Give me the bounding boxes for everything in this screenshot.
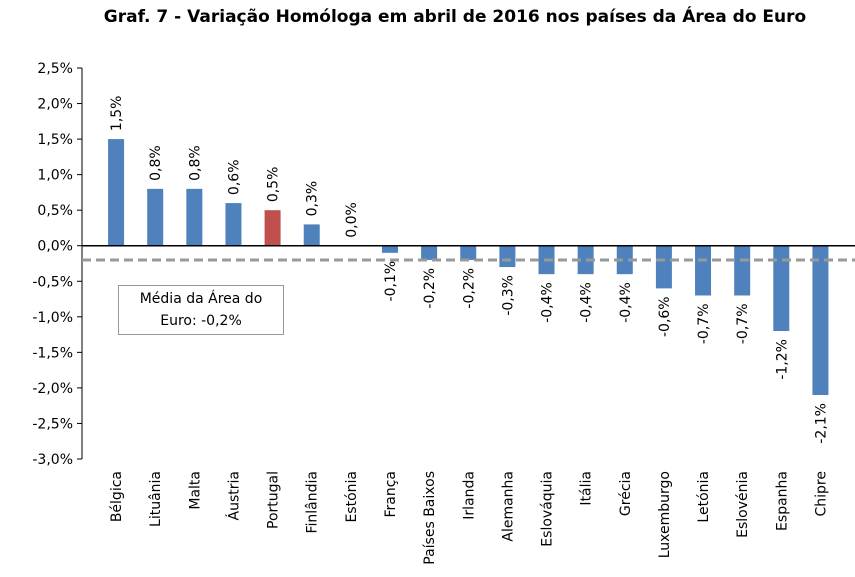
bar bbox=[303, 224, 320, 246]
x-tick-label: Países Baixos bbox=[422, 471, 438, 565]
x-tick-label: Malta bbox=[187, 471, 203, 510]
value-label: 0,0% bbox=[344, 202, 360, 238]
y-tick-label: -1,0% bbox=[32, 310, 73, 326]
y-tick-label: -1,5% bbox=[32, 345, 73, 361]
x-tick-label: Chipre bbox=[813, 471, 829, 517]
value-label: -1,2% bbox=[774, 339, 790, 380]
value-label: -0,3% bbox=[500, 275, 516, 316]
bar bbox=[734, 245, 751, 296]
bar bbox=[695, 245, 712, 296]
value-label: -0,7% bbox=[735, 303, 751, 344]
y-tick-label: -0,5% bbox=[32, 274, 73, 290]
x-tick-label: França bbox=[383, 471, 399, 518]
bar bbox=[225, 203, 242, 246]
x-tick-label: Portugal bbox=[266, 471, 282, 529]
reference-label: Média da Área do Euro: -0,2% bbox=[118, 285, 284, 335]
value-label: -0,4% bbox=[618, 282, 634, 323]
y-tick-label: -3,0% bbox=[32, 452, 73, 468]
chart-title: Graf. 7 - Variação Homóloga em abril de … bbox=[103, 7, 807, 27]
bar bbox=[147, 188, 164, 246]
y-tick-label: 1,0% bbox=[37, 168, 73, 184]
bar bbox=[264, 210, 281, 246]
value-label: 0,5% bbox=[266, 167, 282, 203]
value-label: 0,3% bbox=[305, 181, 321, 217]
x-tick-label: Áustria bbox=[225, 471, 242, 520]
x-tick-label: Estónia bbox=[344, 471, 360, 523]
x-tick-label: Lituânia bbox=[148, 471, 164, 527]
value-label: -0,2% bbox=[461, 268, 477, 309]
bar bbox=[499, 245, 516, 268]
value-label: -0,2% bbox=[422, 268, 438, 309]
y-tick-label: 1,5% bbox=[37, 132, 73, 148]
y-tick-label: 2,5% bbox=[37, 61, 73, 77]
x-tick-label: Grécia bbox=[618, 471, 634, 516]
bar bbox=[108, 139, 125, 246]
y-tick-label: -2,5% bbox=[32, 416, 73, 432]
x-tick-label: Espanha bbox=[774, 471, 790, 531]
bar bbox=[773, 245, 790, 332]
x-tick-label: Eslováquia bbox=[540, 471, 556, 547]
y-tick-label: 2,0% bbox=[37, 97, 73, 113]
y-tick-label: 0,0% bbox=[37, 239, 73, 255]
value-label: 0,6% bbox=[226, 159, 242, 195]
value-label: -0,4% bbox=[579, 282, 595, 323]
x-tick-label: Luxemburgo bbox=[657, 471, 673, 558]
y-tick-label: 0,5% bbox=[37, 203, 73, 219]
bar bbox=[616, 245, 633, 275]
y-tick-label: -2,0% bbox=[32, 381, 73, 397]
x-tick-label: Letónia bbox=[696, 471, 712, 523]
bar bbox=[381, 245, 398, 253]
value-label: 1,5% bbox=[109, 96, 125, 132]
bar bbox=[577, 245, 594, 275]
value-label: 0,8% bbox=[148, 145, 164, 181]
x-tick-label: Eslovénia bbox=[735, 471, 751, 538]
value-label: -2,1% bbox=[813, 403, 829, 444]
value-label: -0,4% bbox=[540, 282, 556, 323]
x-tick-label: Itália bbox=[579, 471, 595, 506]
value-label: -0,1% bbox=[383, 261, 399, 302]
bar bbox=[460, 245, 477, 260]
x-tick-label: Irlanda bbox=[461, 471, 477, 520]
bar bbox=[186, 188, 203, 246]
bar bbox=[812, 245, 829, 396]
x-tick-label: Alemanha bbox=[500, 471, 516, 542]
x-tick-label: Finlândia bbox=[305, 471, 321, 534]
value-label: -0,6% bbox=[657, 296, 673, 337]
value-label: -0,7% bbox=[696, 303, 712, 344]
x-tick-label: Bélgica bbox=[109, 471, 125, 522]
bar bbox=[421, 245, 438, 260]
bar bbox=[655, 245, 672, 289]
value-label: 0,8% bbox=[187, 145, 203, 181]
